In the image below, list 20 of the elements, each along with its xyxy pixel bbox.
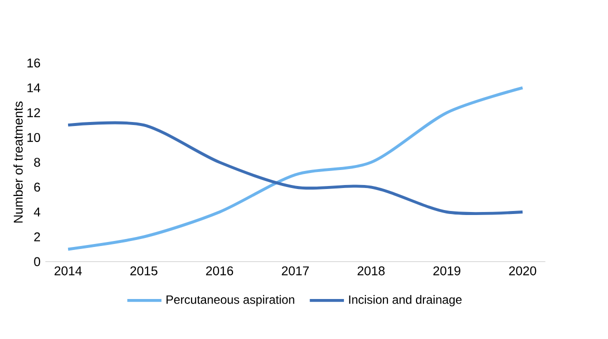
x-tick-label: 2018	[358, 266, 385, 276]
x-tick-label: 2014	[54, 266, 82, 276]
y-axis-title: Number of treatments	[13, 102, 23, 223]
y-tick-label: 16	[28, 58, 40, 68]
y-tick-label: 10	[28, 133, 40, 142]
y-tick-label: 4	[34, 208, 40, 216]
y-tick-label: 8	[34, 158, 40, 167]
legend-label: Percutaneous aspiration	[166, 295, 294, 306]
x-tick-label: 2019	[433, 266, 460, 276]
x-tick-label: 2020	[509, 266, 536, 276]
x-tick-label: 2016	[206, 266, 234, 276]
y-tick-label: 14	[28, 83, 40, 92]
y-tick-label: 6	[34, 182, 40, 192]
legend-label: Incision and drainage	[349, 295, 462, 306]
y-tick-label: 12	[28, 108, 40, 118]
y-tick-label: 0	[34, 257, 40, 266]
x-tick-label: 2015	[130, 266, 158, 276]
line-series	[66, 86, 524, 251]
x-tick-label: 2017	[282, 266, 309, 276]
y-tick-label: 2	[34, 232, 40, 242]
